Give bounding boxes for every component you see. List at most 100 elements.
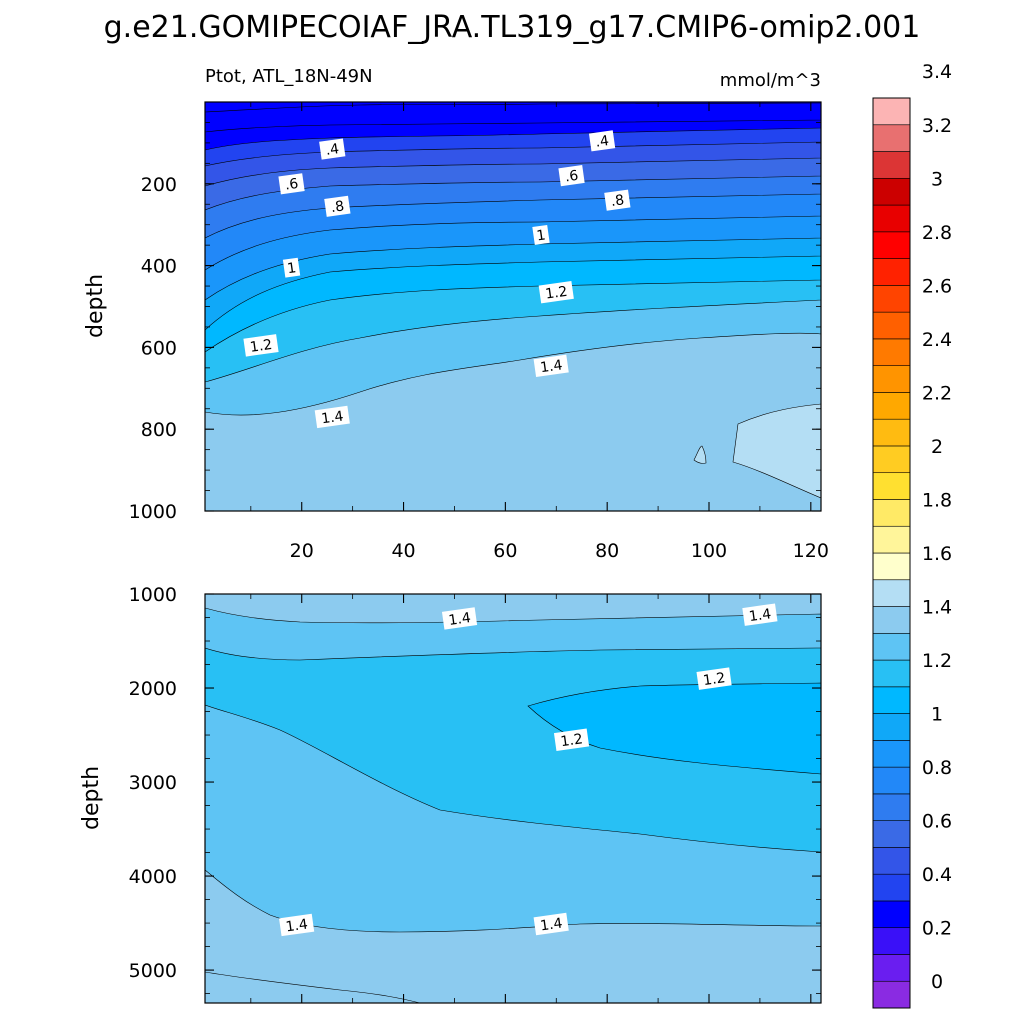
lower-band-1.4-deep bbox=[205, 869, 821, 1003]
colorbar-label: 0.6 bbox=[922, 811, 952, 833]
x-tick-label: 60 bbox=[493, 540, 517, 562]
colorbar-swatch bbox=[872, 204, 911, 233]
contour-label-text: 1.4 bbox=[748, 606, 772, 625]
y-tick-label: 800 bbox=[141, 419, 177, 441]
colorbar-swatch bbox=[872, 365, 911, 393]
contour-label-bg bbox=[314, 405, 350, 429]
contour-label-bg bbox=[553, 728, 590, 751]
lower-contour-labels: 1.4 1.4 1.2 1.2 1.4 1.4 bbox=[279, 603, 778, 937]
contour-label-bg bbox=[324, 195, 351, 217]
contour-label: 1.2 bbox=[243, 334, 279, 357]
colorbar-swatch bbox=[872, 418, 911, 447]
contour-label: 1.4 bbox=[314, 405, 350, 429]
colorbar-swatch bbox=[872, 766, 911, 795]
contour-label: 1 bbox=[532, 224, 550, 245]
chart-subtitle-right: mmol/m^3 bbox=[720, 70, 821, 91]
colorbar-swatch bbox=[872, 258, 911, 286]
contour-label-text: 1 bbox=[536, 227, 547, 244]
colorbar-label: 2.4 bbox=[922, 329, 952, 351]
colorbar-swatch bbox=[872, 499, 911, 527]
colorbar-swatch bbox=[872, 231, 911, 259]
lower-panel: 1.4 1.41.21.21.4 1.4 10002000300040005000 … bbox=[79, 584, 822, 1004]
colorbar-swatch bbox=[872, 954, 911, 982]
lower-ylabel: depth bbox=[79, 766, 104, 830]
contour-label-text: .8 bbox=[330, 198, 345, 216]
colorbar-label: 2.2 bbox=[922, 382, 952, 404]
contour-label: .8 bbox=[324, 195, 351, 217]
contour-label: 1.4 bbox=[533, 912, 569, 936]
y-tick-label: 1000 bbox=[129, 584, 177, 606]
contour-label: 1.4 bbox=[441, 607, 478, 630]
contour-label-text: 1.2 bbox=[702, 670, 726, 689]
y-tick-label: 400 bbox=[141, 256, 177, 278]
contour-label-bg bbox=[441, 607, 478, 630]
colorbar-label: 3 bbox=[931, 168, 943, 190]
y-tick-label: 1000 bbox=[129, 501, 177, 523]
y-tick-label: 4000 bbox=[129, 866, 177, 888]
colorbar-swatch bbox=[872, 900, 911, 929]
colorbar-swatch bbox=[872, 338, 911, 366]
y-tick-label: 200 bbox=[141, 174, 177, 196]
contour-label-bg bbox=[278, 173, 305, 195]
contour-label: .4 bbox=[319, 138, 346, 160]
upper-band-0.3 bbox=[205, 102, 821, 133]
x-tick-label: 20 bbox=[290, 540, 314, 562]
contour-label-text: .6 bbox=[284, 176, 300, 194]
colorbar-swatch bbox=[872, 124, 911, 152]
contour-label-bg bbox=[532, 224, 550, 245]
contour-label: 1.4 bbox=[533, 354, 569, 378]
contour-label-bg bbox=[588, 130, 616, 152]
contour-label-text: 1.2 bbox=[249, 337, 273, 356]
contour-label-text: 1.4 bbox=[448, 610, 472, 629]
colorbar-swatch bbox=[872, 525, 911, 554]
colorbar-label: 0.4 bbox=[922, 864, 952, 886]
colorbar-swatch bbox=[872, 445, 911, 474]
contour-label-text: .4 bbox=[595, 133, 611, 151]
contour-label-text: 1.2 bbox=[560, 731, 584, 750]
colorbar-swatch bbox=[872, 311, 911, 340]
upper-band-0.2 bbox=[205, 102, 821, 113]
x-tick-label: 80 bbox=[595, 540, 619, 562]
lower-deep-bottom-line bbox=[205, 971, 421, 1003]
colorbar-swatch bbox=[872, 659, 911, 688]
upper-ylabel: depth bbox=[83, 274, 108, 338]
contour-label-bg bbox=[558, 165, 585, 187]
colorbar-label: 3.4 bbox=[922, 61, 952, 83]
colorbar-frame bbox=[872, 97, 911, 1009]
contour-label-text: .8 bbox=[610, 192, 625, 210]
upper-contour-labels: .4 .4 .6 .6 .8 .8 1 1 1.2 1.2 1.4 1.4 bbox=[243, 130, 631, 429]
contour-label: 1 bbox=[282, 257, 301, 278]
colorbar-label: 1 bbox=[931, 704, 943, 726]
contour-label-bg bbox=[538, 280, 574, 304]
colorbar-swatch bbox=[872, 847, 911, 875]
colorbar-label: 1.6 bbox=[922, 543, 952, 565]
colorbar-swatch bbox=[872, 151, 911, 179]
x-tick-label: 120 bbox=[793, 540, 829, 562]
upper-panel: .4 .4 .6 .6 .8 .8 1 1 1.2 1.2 1.4 1.4 200 400 600 800 1… bbox=[83, 101, 829, 562]
lower-plot-frame bbox=[204, 593, 822, 1004]
y-tick-label: 5000 bbox=[129, 960, 177, 982]
colorbar-swatch bbox=[872, 552, 911, 581]
colorbar-label: 1.2 bbox=[922, 650, 952, 672]
colorbar-swatch bbox=[872, 632, 911, 661]
contour-label: .6 bbox=[558, 165, 585, 187]
contour-label-text: 1.4 bbox=[539, 357, 563, 376]
y-tick-label: 2000 bbox=[129, 678, 177, 700]
contour-label: 1.4 bbox=[742, 603, 778, 626]
colorbar-label: 3.2 bbox=[922, 115, 952, 137]
colorbar-swatch bbox=[872, 392, 911, 420]
contour-label-bg bbox=[319, 138, 346, 160]
upper-small-pocket bbox=[693, 445, 707, 464]
contour-label-bg bbox=[604, 189, 631, 211]
contour-label: .8 bbox=[604, 189, 631, 211]
colorbar-swatch bbox=[872, 285, 911, 313]
colorbar-label: 0.8 bbox=[922, 757, 952, 779]
contour-label-text: .4 bbox=[325, 141, 341, 159]
colorbar-swatch bbox=[872, 927, 911, 955]
colorbar-label: 2 bbox=[931, 436, 943, 458]
colorbar-label: 1.8 bbox=[922, 489, 952, 511]
contour-label-bg bbox=[279, 913, 315, 937]
upper-axes: 200 400 600 800 1000 20 40 60 80 100 120 bbox=[129, 101, 829, 562]
lower-axes: 1000 2000 3000 4000 5000 bbox=[129, 584, 821, 1003]
